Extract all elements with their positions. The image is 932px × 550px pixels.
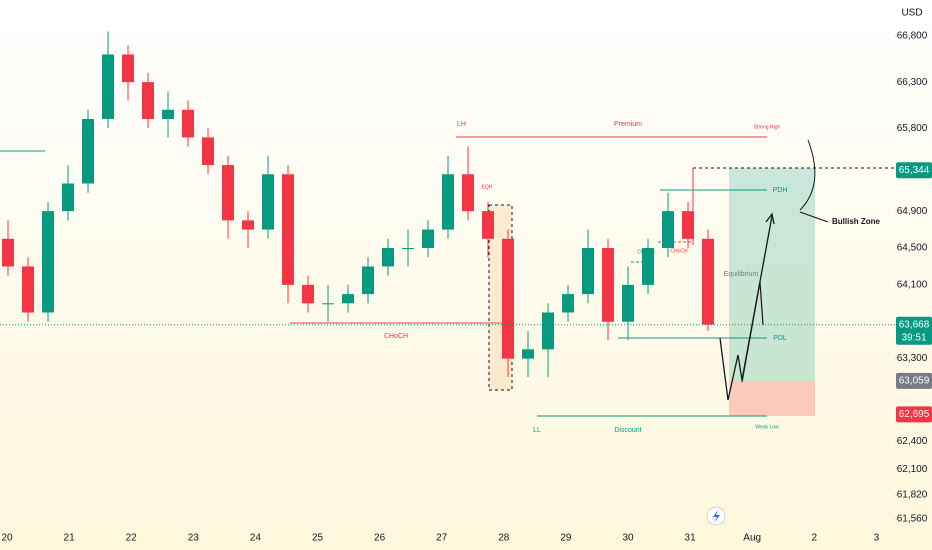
annotation: Strong High [754,124,781,130]
x-tick-label: 30 [622,533,634,544]
currency: USD [901,8,922,19]
candle-body [662,211,674,249]
candle-body [642,248,654,285]
candle-body [122,54,134,83]
candle-body [242,220,254,230]
candle-body [322,303,334,305]
candle-body [542,312,554,350]
candle-body [222,165,234,221]
y-tick-label: 62,100 [897,464,928,475]
x-tick-label: 28 [498,533,510,544]
y-tick-label: 64,100 [897,280,928,291]
price-badge-label: 65,344 [899,165,930,176]
annotation: Discount [614,427,641,434]
candle-body [82,118,94,184]
x-tick-label: 2 [812,533,818,544]
candle-body [462,174,474,212]
candle-body [302,284,314,304]
annotation: PDH [773,187,788,194]
candle-body [502,238,514,359]
x-tick-label: 24 [250,533,262,544]
annotation: LH [457,121,466,128]
countdown: 39:51 [901,332,926,343]
candle-body [402,248,414,250]
candle-body [682,211,694,239]
x-tick-label: 21 [64,533,76,544]
candle-body [482,211,494,239]
x-tick-label: 22 [126,533,138,544]
y-tick-label: 64,900 [897,206,928,217]
y-tick-label: 64,500 [897,243,928,254]
price-badge [896,406,932,423]
x-tick-label: 3 [874,533,880,544]
candle-body [622,284,634,322]
annotation: CHoCH [670,248,688,254]
x-tick-label: 20 [1,533,13,544]
x-tick-label: 23 [188,533,200,544]
candle-body [182,109,194,138]
price-badge [896,316,932,345]
candle-body [582,248,594,295]
candle-body [422,229,434,249]
x-tick-label: 31 [685,533,697,544]
candle-body [562,294,574,313]
annotation: Equilibrium [724,271,759,278]
annotation: PDL [773,335,787,342]
x-tick-label: 25 [312,533,324,544]
candle-body [522,349,534,359]
price-badge-label: 63,668 [899,319,930,330]
candle-body [362,266,374,295]
candle-body [162,109,174,119]
candle-body [22,266,34,313]
annotation: Premium [614,121,642,128]
candle-body [62,183,74,212]
candle-body [42,211,54,313]
y-tick-label: 66,800 [897,31,928,42]
price-badge-label: 62,695 [899,409,930,420]
annotation: EQH [482,184,493,190]
y-tick-label: 62,400 [897,436,928,447]
target-zone [729,168,815,381]
candle-body [442,174,454,230]
candle-body [282,174,294,285]
annotation: Bullish Zone [832,217,881,226]
candle-body [102,54,114,119]
price-badge-label: 63,059 [899,375,930,386]
annotation: CHoCH [384,333,408,340]
annotation: Weak Low [755,424,779,430]
flash-icon-glyph [713,510,720,523]
price-badge [896,162,932,179]
candle-body [702,238,714,325]
y-tick-label: 61,560 [897,514,928,525]
candle-body [342,294,354,304]
candle-body [202,137,214,166]
x-tick-label: 27 [436,533,448,544]
y-tick-label: 65,800 [897,123,928,134]
x-tick-label: 26 [374,533,386,544]
stop-zone [729,381,815,416]
y-tick-label: 61,820 [897,490,928,501]
candle-body [382,248,394,267]
candle-body [602,248,614,322]
x-tick-label: Aug [743,533,761,544]
candle-body [2,238,14,267]
annotation: LL [533,427,541,434]
candle-body [262,174,274,230]
x-tick-label: 29 [560,533,572,544]
y-tick-label: 66,300 [897,77,928,88]
y-tick-label: 63,300 [897,353,928,364]
candle-body [142,82,154,119]
price-badge [896,372,932,389]
